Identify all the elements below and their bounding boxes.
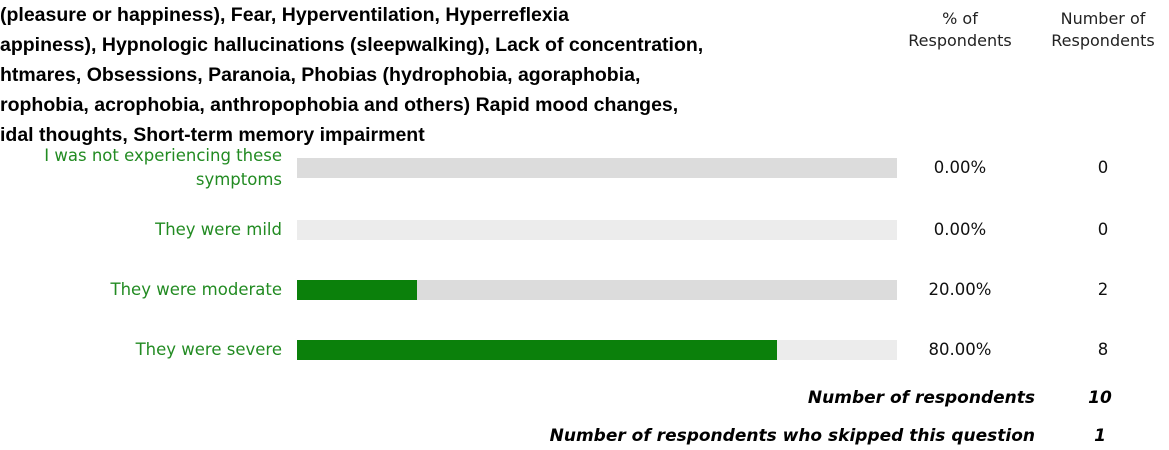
column-header: Number of Respondents	[1051, 9, 1155, 50]
question-line: (pleasure or happiness), Fear, Hypervent…	[0, 4, 569, 26]
count-label: 2	[1097, 280, 1109, 299]
bar-track	[297, 280, 897, 300]
footer-value: 10	[1088, 388, 1112, 408]
question-line: appiness), Hypnologic hallucinations (sl…	[0, 34, 704, 56]
percent-label: 0.00%	[933, 220, 987, 239]
question-text: (pleasure or happiness), Fear, Hypervent…	[0, 0, 900, 150]
bar	[297, 280, 417, 300]
percent-label: 0.00%	[933, 158, 987, 177]
bar-track	[297, 220, 897, 240]
category-label: They were moderate	[110, 280, 282, 299]
bar	[297, 340, 777, 360]
category-label: They were mild	[155, 220, 282, 239]
percent-label: 80.00%	[928, 340, 992, 359]
bar-track	[297, 158, 897, 178]
column-header: % of Respondents	[908, 9, 1012, 50]
percent-label: 20.00%	[928, 280, 992, 299]
count-label: 0	[1097, 220, 1109, 239]
footer-value: 1	[1094, 426, 1106, 446]
count-label: 0	[1097, 158, 1109, 177]
category-label: I was not experiencing these symptoms	[44, 146, 282, 189]
question-line: idal thoughts, Short-term memory impairm…	[0, 124, 425, 146]
question-line: rophobia, acrophobia, anthropophobia and…	[0, 94, 679, 116]
bar-track	[297, 340, 897, 360]
count-label: 8	[1097, 340, 1109, 359]
footer-label: Number of respondents who skipped this q…	[549, 426, 1035, 446]
footer-label: Number of respondents	[807, 388, 1035, 408]
category-label: They were severe	[135, 340, 282, 359]
question-line: htmares, Obsessions, Paranoia, Phobias (…	[0, 64, 641, 86]
